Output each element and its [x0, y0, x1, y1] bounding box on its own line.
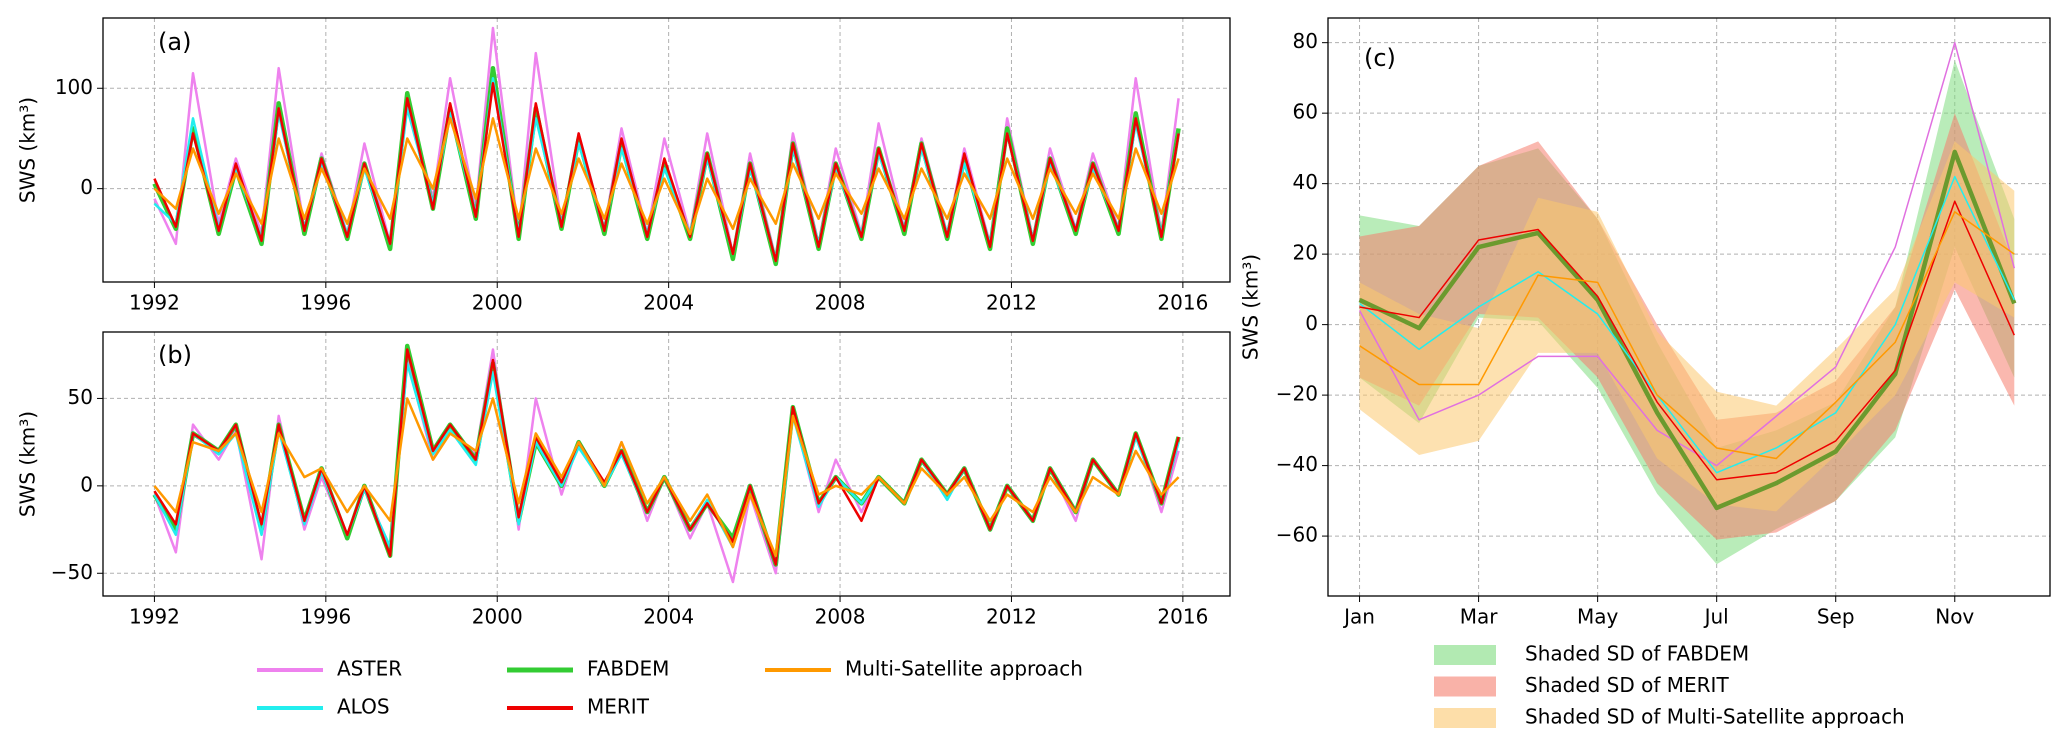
legend-label: FABDEM: [587, 657, 669, 681]
series-line: [153, 81, 1180, 263]
x-tick-label: 2016: [1157, 605, 1208, 629]
plot-frame: [1327, 17, 2051, 597]
series-line: [152, 343, 1181, 567]
legend-label: MERIT: [587, 695, 650, 719]
x-tick-label: 2012: [986, 291, 1037, 315]
series-line: [1359, 211, 2015, 460]
x-tick-label: 1992: [129, 291, 180, 315]
y-tick-label: 50: [68, 385, 93, 409]
x-tick-label: 1996: [300, 291, 351, 315]
x-tick-label: Jul: [1703, 605, 1729, 629]
y-axis-label: SWS (km³): [16, 411, 40, 517]
sd-band: [1359, 141, 2015, 512]
series-line: [1358, 41, 2016, 467]
series-line: [153, 117, 1180, 236]
y-tick-label: 0: [80, 472, 93, 496]
series-line: [153, 348, 1180, 566]
legend-label: ALOS: [337, 695, 390, 719]
x-tick-label: 2008: [815, 291, 866, 315]
y-tick-label: 40: [1293, 170, 1318, 194]
panel-label: (c): [1364, 44, 1396, 72]
x-tick-label: 2004: [643, 291, 694, 315]
x-tick-label: 2000: [472, 291, 523, 315]
series-line: [153, 362, 1180, 566]
legend-label: Shaded SD of Multi-Satellite approach: [1525, 705, 1905, 729]
x-tick-label: 1996: [300, 605, 351, 629]
plot-frame: [102, 17, 1231, 283]
x-tick-label: 2004: [643, 605, 694, 629]
series-line: [153, 26, 1180, 261]
y-tick-label: 60: [1293, 100, 1318, 124]
y-tick-label: −60: [1276, 523, 1318, 547]
y-tick-label: −50: [51, 560, 93, 584]
x-tick-label: Mar: [1460, 605, 1499, 629]
x-tick-label: Sep: [1817, 605, 1855, 629]
legend-swatch: [1434, 676, 1496, 697]
series-line: [1359, 175, 2015, 474]
series-line: [1358, 149, 2017, 511]
x-tick-label: May: [1577, 605, 1619, 629]
series-line: [1359, 200, 2015, 481]
x-tick-label: Nov: [1935, 605, 1974, 629]
legend-label: Shaded SD of MERIT: [1525, 673, 1729, 697]
legend-label: Multi-Satellite approach: [845, 657, 1083, 681]
x-tick-label: 2016: [1157, 291, 1208, 315]
legend-label: Shaded SD of FABDEM: [1525, 642, 1749, 666]
y-tick-label: 0: [1305, 311, 1318, 335]
legend-label: ASTER: [337, 657, 402, 681]
x-tick-label: 2012: [986, 605, 1037, 629]
panel-label: (b): [158, 341, 192, 369]
x-tick-label: 2008: [815, 605, 866, 629]
panel-label: (a): [158, 28, 191, 56]
y-tick-label: 20: [1293, 241, 1318, 265]
x-tick-label: 1992: [129, 605, 180, 629]
y-tick-label: 0: [80, 175, 93, 199]
y-tick-label: 80: [1293, 29, 1318, 53]
y-tick-label: −20: [1276, 382, 1318, 406]
legend-swatch: [1434, 645, 1496, 665]
x-tick-label: 2000: [472, 605, 523, 629]
y-tick-label: −40: [1276, 452, 1318, 476]
series-line: [153, 397, 1180, 558]
y-axis-label: SWS (km³): [16, 97, 40, 203]
series-line: [153, 348, 1180, 584]
legend-swatch: [1434, 708, 1496, 728]
x-tick-label: Jan: [1342, 605, 1375, 629]
y-tick-label: 100: [55, 75, 93, 99]
plot-frame: [102, 331, 1231, 597]
y-axis-label: SWS (km³): [1239, 254, 1263, 360]
